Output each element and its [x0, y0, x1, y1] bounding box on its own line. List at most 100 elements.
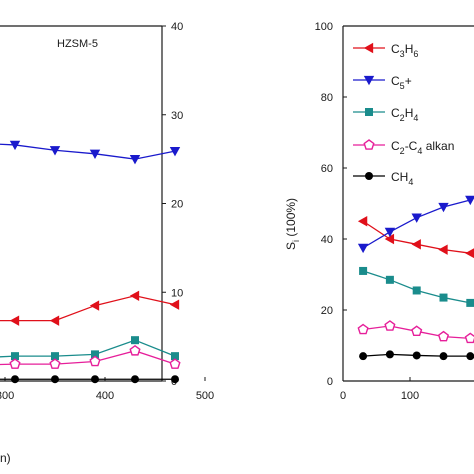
right-y-tick-label: 20 — [321, 305, 333, 317]
right-point-c5 — [411, 213, 422, 223]
ylabel-sub: i — [291, 240, 301, 242]
left-y-tick-label: 30 — [171, 110, 183, 122]
left-line-c2h4 — [0, 339, 176, 358]
left-point-ch4 — [171, 375, 179, 384]
right-point-c2h4 — [466, 298, 474, 307]
legend-marker-c5 — [363, 75, 375, 86]
right-point-ch4 — [439, 352, 448, 361]
left-x-tick-label: 300 — [0, 390, 14, 402]
right-point-c5 — [384, 227, 396, 238]
legend-label-part: 4 — [413, 113, 418, 123]
legend-label-part: + — [405, 74, 412, 88]
left-series-lines — [0, 143, 176, 380]
left-x-tick-label: 400 — [96, 390, 114, 402]
right-y-tick-label: 0 — [327, 376, 333, 388]
left-point-ch4 — [91, 375, 99, 384]
legend-marker-c3h6 — [363, 42, 374, 54]
legend-label-part: C — [391, 74, 400, 88]
left-point-c3h6 — [49, 315, 60, 326]
right-point-c3h6 — [411, 239, 421, 250]
right-point-c2h4 — [412, 286, 421, 295]
left-point-alkane — [169, 358, 181, 369]
left-point-c5 — [129, 154, 141, 165]
left-line-alkane — [0, 350, 176, 366]
left-series-markers — [9, 140, 181, 384]
left-y-tick-label: 10 — [171, 287, 183, 299]
right-y-tick-label: 60 — [321, 163, 333, 175]
right-point-c2h4 — [439, 293, 448, 302]
left-line-c5 — [0, 143, 176, 160]
left-point-c5 — [89, 149, 101, 159]
right-point-alkane — [357, 323, 369, 335]
left-point-c5 — [9, 140, 21, 151]
right-point-alkane — [411, 325, 423, 337]
right-point-ch4 — [359, 352, 368, 361]
legend-label-part: C — [391, 42, 400, 56]
legend-marker-ch4 — [365, 172, 373, 180]
legend-marker-alkane — [363, 139, 375, 150]
right-point-c3h6 — [438, 244, 448, 255]
legend-label-part: CH — [391, 170, 408, 184]
legend-label-c2h4: C2H4 — [391, 106, 418, 123]
legend-marker-c2h4 — [365, 108, 373, 116]
right-point-ch4 — [412, 351, 421, 360]
left-point-c3h6 — [9, 315, 20, 326]
right-point-alkane — [384, 320, 396, 331]
legend-label-part: 4 — [417, 146, 422, 156]
left-point-c5 — [169, 146, 181, 157]
left-point-c2h4 — [131, 336, 139, 345]
left-point-c3h6 — [129, 290, 140, 301]
legend-label-part: H — [405, 42, 414, 56]
left-point-ch4 — [131, 375, 139, 384]
legend-label-part: 3 — [400, 49, 405, 59]
left-x-axis-label: n) — [0, 451, 11, 465]
legend-label-part: 5 — [400, 81, 405, 91]
left-axis-ticks: 300400500010203040 — [0, 21, 214, 402]
catalyst-annotation: HZSM-5 — [57, 38, 98, 50]
ylabel-tail: (100%) — [284, 198, 298, 240]
right-y-tick-label: 40 — [321, 234, 333, 246]
left-point-ch4 — [51, 375, 59, 384]
right-point-c3h6 — [384, 233, 395, 245]
left-point-c2h4 — [171, 352, 179, 361]
left-x-tick-label: 500 — [196, 390, 214, 402]
right-x-tick-label: 0 — [340, 390, 346, 402]
right-point-alkane — [464, 332, 474, 344]
right-point-c2h4 — [385, 275, 394, 284]
right-point-c3h6 — [465, 248, 474, 259]
legend-label-part: C — [391, 106, 400, 120]
right-point-c3h6 — [357, 216, 368, 227]
left-point-ch4 — [11, 375, 19, 384]
legend-label-c3h6: C3H6 — [391, 42, 418, 59]
right-y-axis-label: Si (100%) — [284, 198, 301, 250]
right-y-tick-label: 100 — [315, 21, 333, 33]
left-point-c2h4 — [11, 352, 19, 361]
right-x-tick-label: 100 — [401, 390, 419, 402]
left-point-alkane — [49, 358, 61, 369]
left-point-alkane — [9, 358, 21, 369]
left-panel: HZSM-5 300400500010203040 n) — [0, 21, 214, 465]
legend-label-part: C — [391, 139, 400, 153]
right-point-c5 — [465, 195, 474, 206]
right-line-c3h6 — [362, 220, 471, 254]
right-series-markers — [357, 195, 474, 361]
right-axis-ticks: 0 20 40 60 80 100 0 100 — [315, 21, 420, 402]
legend-label-part: 2 — [400, 146, 405, 156]
right-point-ch4 — [466, 352, 474, 361]
right-point-ch4 — [385, 350, 394, 359]
left-line-c3h6 — [0, 295, 176, 322]
legend-label-part: -C — [405, 139, 418, 153]
legend-label-part: 6 — [413, 49, 418, 59]
left-point-c3h6 — [169, 299, 180, 310]
left-y-tick-label: 20 — [171, 199, 183, 211]
legend-label-part: H — [405, 106, 414, 120]
left-point-c3h6 — [89, 300, 100, 311]
left-point-c2h4 — [91, 350, 99, 359]
right-point-c2h4 — [359, 266, 368, 275]
ylabel-base: S — [284, 242, 298, 250]
legend-label-alkane: C2-C4 alkan — [391, 139, 454, 156]
left-point-c2h4 — [51, 352, 59, 361]
left-point-alkane — [129, 344, 141, 356]
